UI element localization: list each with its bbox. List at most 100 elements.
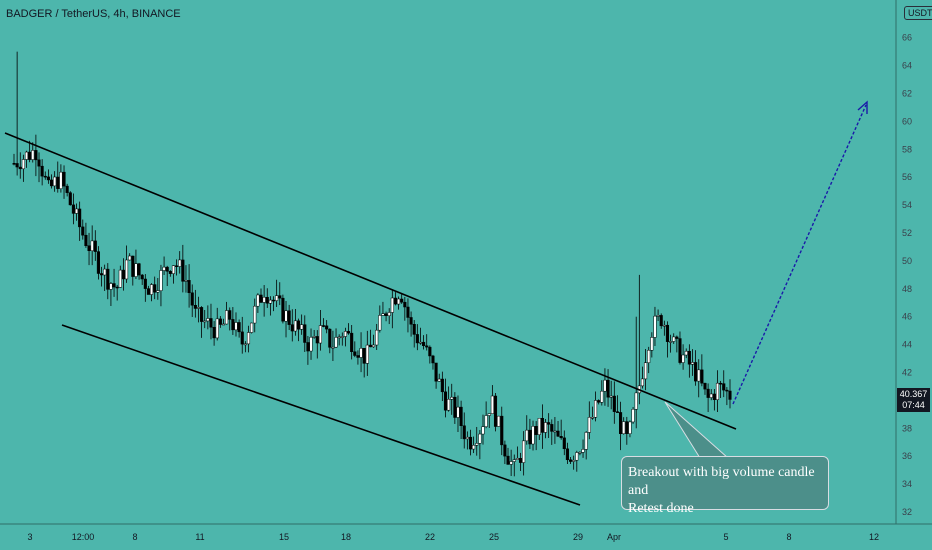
time-tick-label: 12:00	[72, 532, 95, 542]
candle-body	[234, 322, 238, 331]
price-tick-label: 32	[902, 507, 912, 517]
candle-body	[290, 324, 294, 332]
upper-channel-line	[4, 132, 737, 430]
candle-body	[409, 317, 413, 325]
candle-body	[506, 455, 510, 465]
candle-body	[296, 320, 301, 330]
candle-body	[472, 444, 476, 450]
drawings-layer	[4, 100, 868, 506]
candle-body	[487, 413, 491, 416]
projection-arrow-line	[732, 104, 867, 405]
candle-body	[15, 163, 19, 168]
candle-body	[537, 418, 541, 435]
candle-body	[181, 259, 185, 282]
candle-body	[659, 315, 663, 327]
candle-body	[484, 415, 488, 427]
candle-body	[509, 461, 513, 465]
candle-body	[697, 369, 701, 382]
time-tick-label: 15	[279, 532, 289, 542]
candle-body	[528, 429, 532, 445]
price-tick-label: 48	[902, 284, 912, 294]
candle-body	[387, 312, 391, 316]
projection-arrow-head	[857, 100, 868, 114]
candle-body	[722, 383, 726, 391]
time-tick-label: 25	[489, 532, 499, 542]
candle-body	[468, 436, 473, 450]
candle-body	[462, 425, 466, 440]
candle-body	[647, 350, 651, 363]
candle-body	[24, 151, 29, 160]
price-tick-label: 44	[902, 340, 912, 350]
candle-body	[62, 171, 66, 187]
candle-body	[425, 345, 429, 348]
candle-body	[650, 337, 654, 351]
candle-body	[703, 382, 707, 390]
candle-body	[190, 292, 194, 306]
candle-body	[594, 400, 598, 418]
candle-body	[665, 324, 670, 342]
candle-body	[121, 269, 125, 280]
symbol-title: BADGER / TetherUS, 4h, BINANCE	[6, 8, 181, 20]
candle-body	[684, 350, 688, 356]
candle-body	[644, 362, 648, 380]
price-tick-label: 38	[902, 423, 912, 433]
candle-body	[218, 318, 222, 325]
candle-body	[578, 452, 582, 454]
candle-body	[631, 408, 635, 423]
candle-body	[21, 159, 25, 170]
price-tick-label: 52	[902, 228, 912, 238]
price-tick-label: 62	[902, 89, 912, 99]
candle-body	[68, 192, 72, 206]
annotation-callout[interactable]: Breakout with big volume candle and Rete…	[621, 456, 829, 516]
candle-body	[309, 337, 313, 352]
candle-body	[203, 320, 207, 323]
candle-body	[143, 278, 147, 289]
candle-body	[609, 395, 613, 398]
candle-body	[375, 329, 379, 346]
candle-body	[206, 318, 210, 322]
candle-body	[165, 266, 169, 272]
candle-body	[481, 426, 485, 435]
candle-body	[262, 296, 266, 303]
candle-body	[31, 150, 35, 160]
candle-body	[103, 268, 107, 276]
candle-body	[531, 426, 535, 445]
candle-body	[184, 280, 188, 282]
price-tick-label: 34	[902, 479, 912, 489]
candle-body	[547, 422, 551, 425]
price-tick-label: 50	[902, 256, 912, 266]
candle-body	[500, 415, 504, 446]
candle-body	[256, 294, 260, 307]
candle-body	[625, 421, 629, 434]
time-tick-label: 18	[341, 532, 351, 542]
candle-body	[615, 411, 619, 413]
candle-body	[237, 322, 241, 333]
candle-body	[456, 406, 460, 418]
candle-body	[221, 323, 226, 326]
candle-body	[159, 270, 163, 291]
candle-body	[565, 448, 569, 461]
candle-body	[131, 255, 135, 277]
lower-channel-line	[61, 324, 581, 506]
candle-body	[315, 336, 319, 344]
candle-body	[550, 424, 554, 432]
candle-body	[365, 344, 369, 364]
time-axis[interactable]: 3 12:00 8 11 15 18 22 25 29 Apr 5 8 12	[0, 523, 932, 542]
candle-body	[78, 208, 82, 228]
candle-body	[284, 310, 288, 322]
candle-body	[515, 458, 519, 460]
candle-body	[37, 159, 41, 167]
candle-body	[187, 280, 191, 294]
candle-body	[175, 265, 179, 267]
price-axis[interactable]: 323436384042444648505254565860626466	[895, 0, 912, 524]
candle-body	[590, 416, 594, 419]
candle-body	[534, 426, 538, 435]
currency-badge[interactable]: USDT	[904, 6, 932, 20]
annotation-line-2: Retest done	[628, 501, 694, 516]
candle-body	[459, 406, 463, 427]
candle-body	[400, 298, 404, 303]
candle-body	[381, 313, 385, 316]
candlestick-series	[12, 51, 732, 477]
candle-body	[306, 342, 310, 352]
